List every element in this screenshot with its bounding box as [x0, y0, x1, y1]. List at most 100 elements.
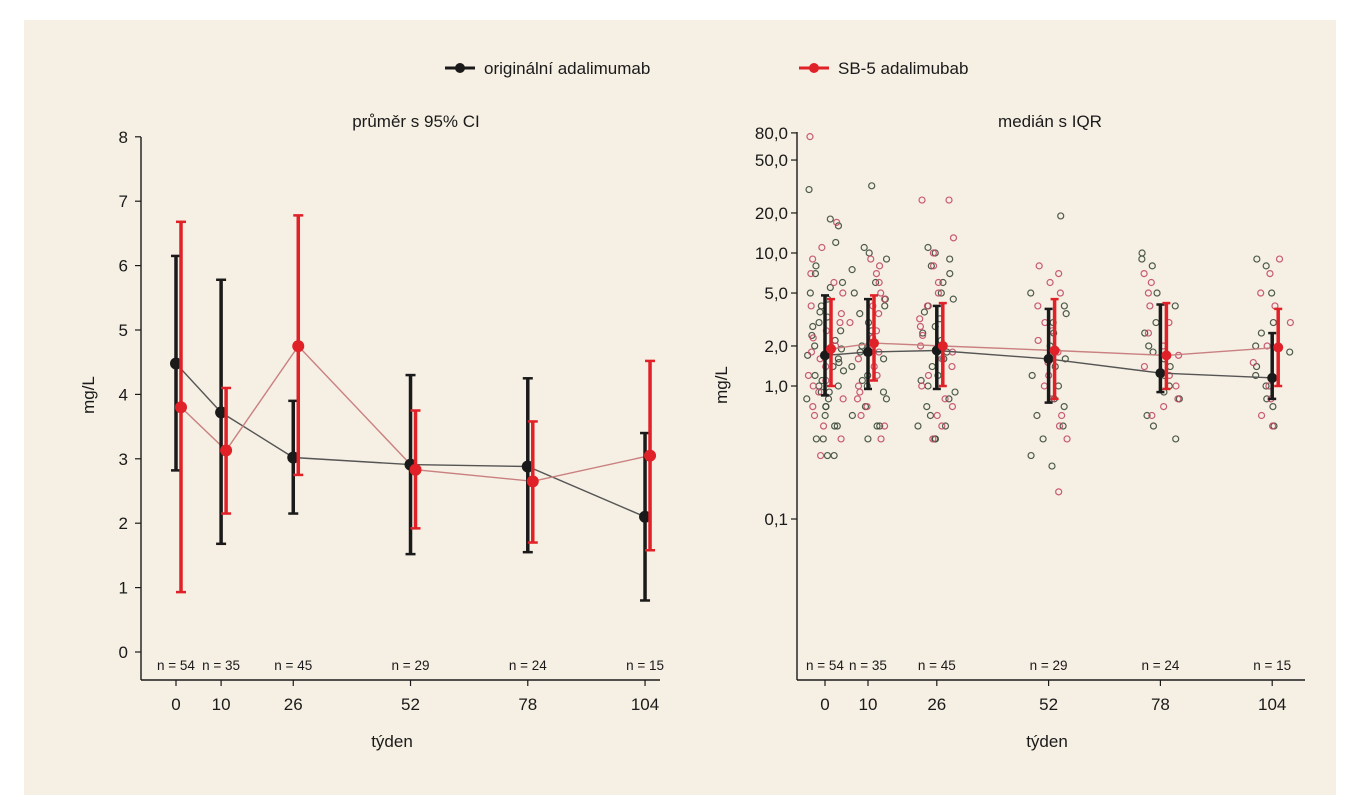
data-point — [811, 270, 820, 278]
data-point — [1149, 422, 1158, 430]
data-point — [1063, 435, 1071, 443]
data-point — [807, 270, 815, 278]
data-point — [879, 355, 888, 363]
legend: originální adalimumab SB-5 adalimubab — [445, 59, 968, 78]
data-point — [928, 362, 936, 371]
data-point — [809, 403, 817, 411]
data-point — [934, 278, 943, 287]
chart-left-xlabel: týden — [371, 732, 413, 751]
data-point — [949, 234, 958, 242]
median-point — [1049, 345, 1060, 356]
data-point — [811, 371, 819, 380]
data-point — [946, 270, 954, 278]
mean-point — [409, 463, 422, 476]
data-point — [941, 395, 949, 403]
data-point — [1257, 411, 1266, 420]
data-point — [1138, 249, 1146, 257]
x-tick-label: 26 — [927, 695, 946, 714]
data-point — [916, 342, 925, 350]
mean-point — [644, 449, 657, 462]
chart-median-iqr: medián s IQR týden mg/L 0,1 1,0 2,0 5,0 10,0… — [712, 112, 1305, 751]
n-label: n = 45 — [918, 658, 956, 673]
n-label: n = 24 — [1141, 658, 1179, 673]
data-point — [871, 278, 880, 287]
data-point — [1055, 422, 1064, 430]
y-tick-label: 2,0 — [764, 337, 788, 356]
n-label: n = 24 — [509, 658, 547, 673]
data-point — [875, 310, 883, 318]
y-tick-label: 0,1 — [764, 510, 788, 529]
data-point — [1055, 270, 1063, 278]
data-point — [929, 262, 938, 270]
y-tick-label: 1 — [119, 579, 128, 598]
data-point — [839, 395, 847, 403]
data-point — [1147, 278, 1155, 287]
data-point — [1252, 362, 1261, 371]
y-tick-label: 2 — [119, 514, 128, 533]
data-point — [1266, 270, 1274, 278]
data-point — [1269, 403, 1277, 411]
data-point — [807, 348, 816, 356]
data-point — [824, 395, 833, 403]
data-point — [839, 289, 847, 297]
data-point — [934, 289, 942, 297]
chart-right-plot-area — [803, 133, 1294, 496]
data-point — [1152, 318, 1160, 327]
data-point — [1268, 289, 1276, 297]
x-tick-label: 104 — [631, 695, 659, 714]
y-tick-label: 0 — [119, 643, 128, 662]
data-point — [1286, 348, 1294, 356]
data-point — [951, 388, 959, 396]
data-point — [927, 262, 935, 270]
chart-left-plot-area — [170, 214, 657, 602]
median-point — [1161, 350, 1172, 361]
mean-line — [180, 344, 651, 483]
data-point — [948, 362, 956, 371]
data-point — [864, 435, 872, 443]
data-point — [1174, 395, 1182, 403]
median-point — [1155, 368, 1166, 379]
mean-point — [287, 451, 300, 464]
data-point — [880, 422, 889, 430]
y-tick-label: 8 — [119, 128, 128, 147]
data-point — [834, 382, 842, 390]
data-point — [937, 289, 945, 297]
data-point — [881, 302, 889, 310]
data-point — [946, 255, 954, 263]
median-point — [937, 340, 948, 351]
data-point — [1040, 382, 1048, 390]
data-point — [945, 196, 953, 204]
data-point — [832, 238, 840, 247]
mean-point — [292, 340, 305, 353]
data-point — [815, 388, 823, 396]
n-label: n = 29 — [392, 658, 430, 673]
data-point — [875, 262, 884, 270]
data-point — [821, 411, 829, 420]
data-point — [1253, 255, 1261, 263]
data-point — [867, 255, 875, 263]
x-tick-label: 78 — [1151, 695, 1170, 714]
data-point — [880, 295, 889, 303]
data-point — [812, 262, 820, 270]
data-point — [926, 411, 935, 420]
data-point — [860, 243, 868, 252]
data-point — [830, 451, 838, 460]
data-point — [834, 222, 843, 230]
data-point — [854, 382, 863, 390]
mean-point — [175, 401, 187, 414]
mean-point — [526, 475, 539, 488]
data-point — [920, 308, 929, 316]
data-point — [856, 388, 864, 396]
y-tick-label: 1,0 — [764, 377, 788, 396]
data-point — [807, 302, 815, 310]
data-point — [837, 345, 846, 353]
mean-point — [220, 444, 233, 457]
data-point — [924, 371, 933, 380]
legend-marker-original — [455, 63, 465, 73]
y-tick-label: 10,0 — [755, 244, 788, 263]
n-label: n = 29 — [1030, 658, 1068, 673]
data-point — [929, 435, 937, 443]
data-point — [1059, 422, 1067, 430]
data-point — [819, 435, 827, 443]
data-point — [916, 315, 924, 323]
